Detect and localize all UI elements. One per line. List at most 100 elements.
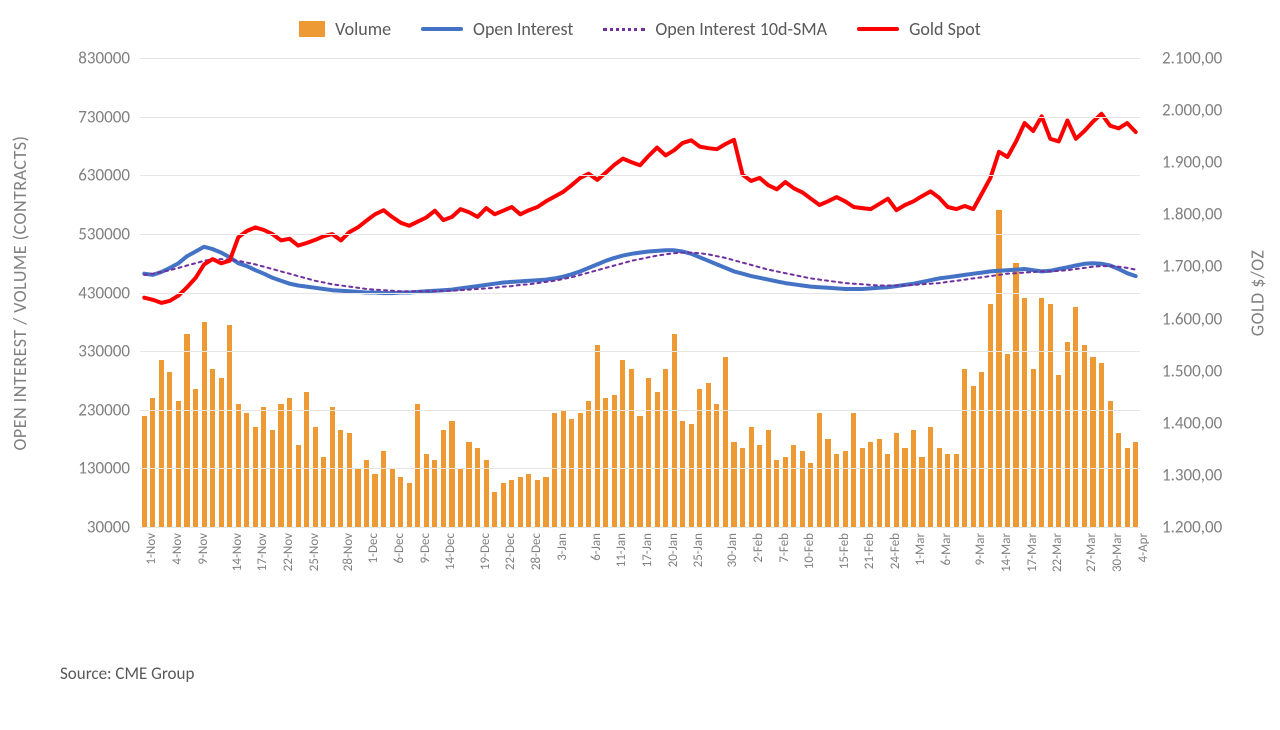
swatch-dot — [603, 28, 645, 31]
volume-bar — [1056, 375, 1061, 527]
volume-bar — [1031, 369, 1036, 527]
grid-line — [140, 234, 1140, 235]
y-left-tick: 130000 — [10, 458, 130, 479]
volume-bar — [663, 369, 668, 527]
volume-bar — [937, 448, 942, 527]
volume-bar — [620, 360, 625, 527]
grid-line — [140, 410, 1140, 411]
volume-bar — [338, 430, 343, 527]
volume-bar — [1022, 298, 1027, 527]
volume-bar — [432, 460, 437, 527]
volume-bar — [928, 427, 933, 527]
swatch-line — [421, 27, 463, 31]
legend-item-gold-spot: Gold Spot — [857, 18, 981, 40]
volume-bar — [595, 345, 600, 527]
volume-bar — [706, 383, 711, 527]
volume-bar — [646, 378, 651, 527]
volume-bar — [885, 454, 890, 527]
volume-bar — [202, 322, 207, 527]
volume-bar — [808, 463, 813, 527]
volume-bar — [415, 404, 420, 527]
volume-bar — [313, 427, 318, 527]
y-left-tick: 430000 — [10, 282, 130, 303]
x-axis: 1-Nov4-Nov9-Nov14-Nov17-Nov22-Nov25-Nov2… — [140, 531, 1140, 611]
y-right-tick: 2.000,00 — [1162, 100, 1280, 121]
y-left-tick: 230000 — [10, 399, 130, 420]
volume-bar — [407, 483, 412, 527]
volume-bar — [1116, 433, 1121, 527]
volume-bar — [1090, 357, 1095, 527]
volume-bar — [261, 407, 266, 527]
volume-bar — [1005, 354, 1010, 527]
y-left-tick: 330000 — [10, 341, 130, 362]
volume-bar — [1073, 307, 1078, 527]
volume-bar — [398, 477, 403, 527]
volume-bar — [740, 448, 745, 527]
volume-bar — [962, 369, 967, 527]
volume-bar — [236, 404, 241, 527]
x-tick-label: 4-Apr — [1136, 533, 1151, 562]
volume-bar — [475, 448, 480, 527]
volume-bar — [227, 325, 232, 527]
volume-bar — [578, 413, 583, 527]
volume-bar — [689, 424, 694, 527]
plot-area: OPEN INTEREST / VOLUME (CONTRACTS) GOLD … — [140, 58, 1140, 528]
volume-bar — [791, 445, 796, 527]
volume-bar — [1065, 342, 1070, 527]
volume-bar — [996, 210, 1001, 527]
volume-bar — [1108, 401, 1113, 527]
volume-bar — [176, 401, 181, 527]
volume-bar — [372, 474, 377, 527]
y-right-tick: 1.700,00 — [1162, 256, 1280, 277]
volume-bar — [150, 398, 155, 527]
y-right-tick: 1.600,00 — [1162, 308, 1280, 329]
volume-bar — [988, 304, 993, 527]
volume-bar — [526, 474, 531, 527]
volume-bar — [1125, 448, 1130, 527]
volume-bar — [347, 433, 352, 527]
volume-bar — [851, 413, 856, 527]
volume-bar — [184, 334, 189, 527]
volume-bar — [296, 445, 301, 527]
y-left-tick: 530000 — [10, 223, 130, 244]
volume-bar — [219, 378, 224, 527]
grid-line — [140, 527, 1140, 528]
volume-bar — [1039, 298, 1044, 527]
volume-bar — [569, 419, 574, 527]
volume-bar — [672, 334, 677, 527]
volume-bar — [509, 480, 514, 527]
grid-line — [140, 293, 1140, 294]
y-left-tick: 730000 — [10, 106, 130, 127]
volume-bar — [142, 416, 147, 527]
volume-bar — [843, 451, 848, 527]
volume-bar — [825, 439, 830, 527]
volume-bar — [270, 430, 275, 527]
y-right-tick: 2.100,00 — [1162, 48, 1280, 69]
grid-line — [140, 58, 1140, 59]
grid-line — [140, 351, 1140, 352]
volume-bar — [449, 421, 454, 527]
volume-bar — [552, 413, 557, 527]
volume-bar — [954, 454, 959, 527]
y-right-tick: 1.900,00 — [1162, 152, 1280, 173]
volume-bar — [783, 457, 788, 527]
volume-bar — [484, 460, 489, 527]
volume-bar — [629, 369, 634, 527]
volume-bar — [287, 398, 292, 527]
legend-label: Volume — [335, 18, 391, 40]
y-right-tick: 1.200,00 — [1162, 517, 1280, 538]
volume-bar — [971, 386, 976, 527]
volume-bar — [390, 468, 395, 527]
volume-bar — [492, 492, 497, 527]
volume-bar — [1048, 304, 1053, 527]
grid-line — [140, 117, 1140, 118]
volume-bar — [167, 372, 172, 527]
volume-bar — [817, 413, 822, 527]
y-right-tick: 1.500,00 — [1162, 360, 1280, 381]
legend-label: Open Interest 10d-SMA — [655, 18, 827, 40]
swatch-bar — [299, 21, 325, 37]
chart-container: Volume Open Interest Open Interest 10d-S… — [10, 10, 1270, 690]
volume-bar — [330, 407, 335, 527]
legend-item-open-interest: Open Interest — [421, 18, 573, 40]
volume-bar — [868, 442, 873, 527]
